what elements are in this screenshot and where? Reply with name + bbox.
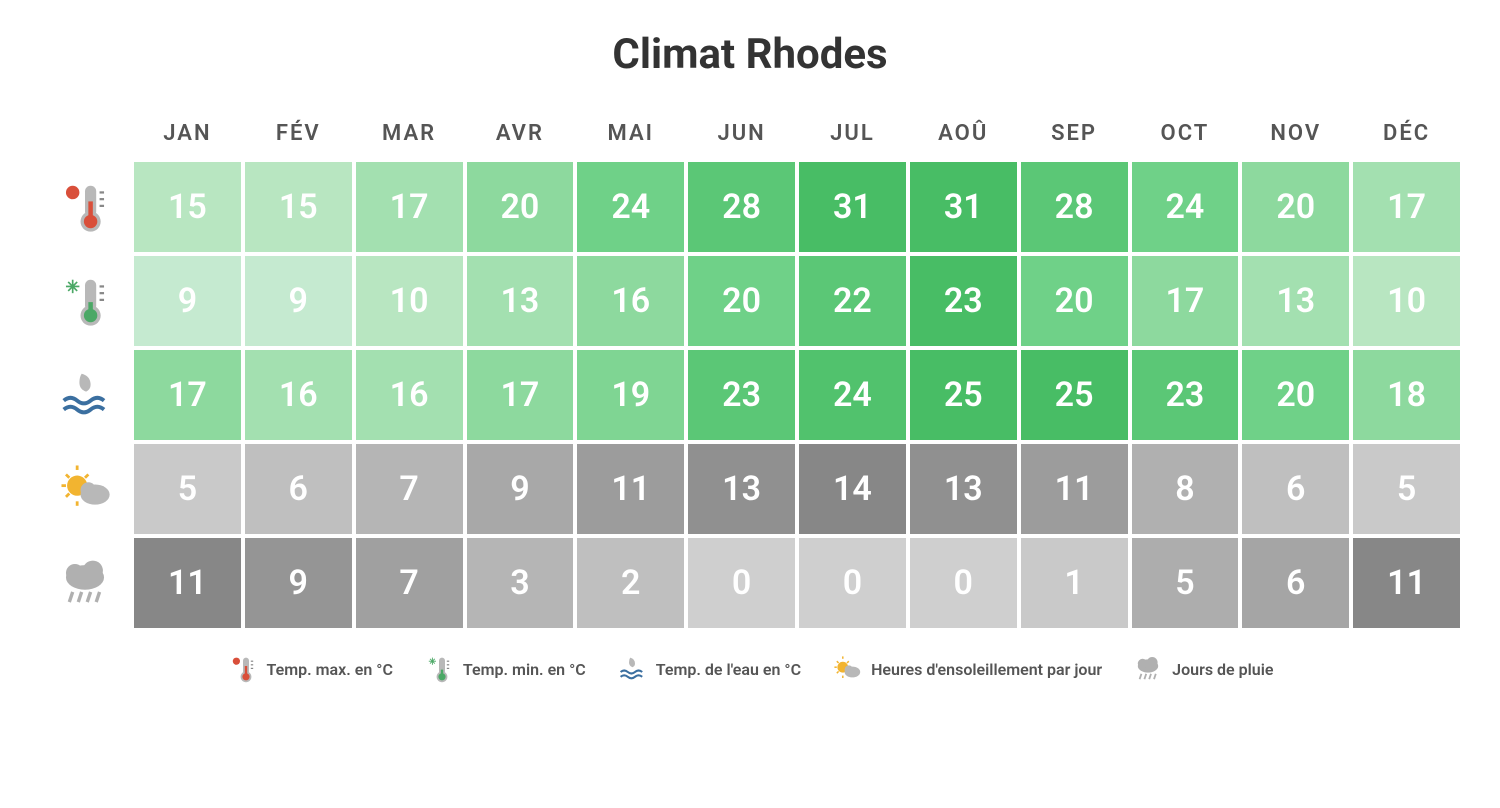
data-cell: 31 — [910, 162, 1017, 252]
month-header: JUL — [799, 109, 906, 158]
data-cell: 10 — [356, 256, 463, 346]
page-title: Climat Rhodes — [30, 30, 1470, 79]
data-cell: 9 — [245, 256, 352, 346]
data-cell: 6 — [245, 444, 352, 534]
month-header: AOÛ — [910, 109, 1017, 158]
data-cell: 13 — [467, 256, 574, 346]
thermometer-cold-icon — [423, 653, 455, 685]
data-cell: 9 — [134, 256, 241, 346]
data-cell: 20 — [688, 256, 795, 346]
data-cell: 23 — [1132, 350, 1239, 440]
rain-cloud-icon — [1132, 653, 1164, 685]
legend-label: Temp. de l'eau en °C — [656, 660, 801, 679]
data-cell: 24 — [1132, 162, 1239, 252]
data-cell: 7 — [356, 538, 463, 628]
thermometer-hot-icon — [227, 653, 259, 685]
data-cell: 18 — [1353, 350, 1460, 440]
data-cell: 5 — [1353, 444, 1460, 534]
data-cell: 20 — [1242, 162, 1349, 252]
data-cell: 20 — [1021, 256, 1128, 346]
month-header: NOV — [1242, 109, 1349, 158]
data-cell: 22 — [799, 256, 906, 346]
data-cell: 31 — [799, 162, 906, 252]
water-waves-icon — [40, 350, 130, 440]
data-cell: 3 — [467, 538, 574, 628]
data-cell: 15 — [134, 162, 241, 252]
data-cell: 9 — [467, 444, 574, 534]
data-cell: 17 — [1132, 256, 1239, 346]
legend-item: Temp. de l'eau en °C — [616, 653, 801, 685]
data-cell: 8 — [1132, 444, 1239, 534]
thermometer-hot-icon — [40, 162, 130, 252]
sun-cloud-icon — [40, 444, 130, 534]
data-cell: 17 — [1353, 162, 1460, 252]
data-cell: 16 — [356, 350, 463, 440]
data-cell: 19 — [577, 350, 684, 440]
legend-item: Jours de pluie — [1132, 653, 1273, 685]
month-header: MAR — [356, 109, 463, 158]
data-cell: 20 — [467, 162, 574, 252]
climate-table: JANFÉVMARAVRMAIJUNJULAOÛSEPOCTNOVDÉC 151… — [40, 109, 1460, 628]
data-cell: 0 — [799, 538, 906, 628]
water-waves-icon — [616, 653, 648, 685]
data-cell: 16 — [245, 350, 352, 440]
data-cell: 6 — [1242, 538, 1349, 628]
data-cell: 25 — [1021, 350, 1128, 440]
data-cell: 16 — [577, 256, 684, 346]
data-cell: 13 — [688, 444, 795, 534]
data-cell: 1 — [1021, 538, 1128, 628]
data-cell: 6 — [1242, 444, 1349, 534]
month-header: JAN — [134, 109, 241, 158]
data-cell: 24 — [799, 350, 906, 440]
legend-label: Jours de pluie — [1172, 660, 1273, 679]
data-cell: 25 — [910, 350, 1017, 440]
data-cell: 0 — [688, 538, 795, 628]
month-header: MAI — [577, 109, 684, 158]
data-cell: 13 — [910, 444, 1017, 534]
data-cell: 23 — [910, 256, 1017, 346]
data-cell: 28 — [688, 162, 795, 252]
legend-item: Temp. max. en °C — [227, 653, 393, 685]
data-cell: 11 — [134, 538, 241, 628]
data-cell: 13 — [1242, 256, 1349, 346]
legend: Temp. max. en °C Temp. min. en °C Temp. … — [30, 653, 1470, 685]
data-cell: 23 — [688, 350, 795, 440]
month-header: JUN — [688, 109, 795, 158]
month-header: FÉV — [245, 109, 352, 158]
month-header: OCT — [1132, 109, 1239, 158]
data-cell: 10 — [1353, 256, 1460, 346]
sun-cloud-icon — [831, 653, 863, 685]
legend-label: Temp. max. en °C — [267, 660, 393, 679]
data-cell: 24 — [577, 162, 684, 252]
legend-item: Heures d'ensoleillement par jour — [831, 653, 1102, 685]
data-cell: 11 — [1353, 538, 1460, 628]
data-cell: 2 — [577, 538, 684, 628]
data-cell: 14 — [799, 444, 906, 534]
data-cell: 17 — [467, 350, 574, 440]
data-cell: 5 — [134, 444, 241, 534]
thermometer-cold-icon — [40, 256, 130, 346]
data-cell: 11 — [577, 444, 684, 534]
data-cell: 7 — [356, 444, 463, 534]
data-cell: 15 — [245, 162, 352, 252]
data-cell: 9 — [245, 538, 352, 628]
legend-label: Temp. min. en °C — [463, 660, 586, 679]
data-cell: 17 — [134, 350, 241, 440]
data-cell: 17 — [356, 162, 463, 252]
data-cell: 28 — [1021, 162, 1128, 252]
data-cell: 5 — [1132, 538, 1239, 628]
month-header: SEP — [1021, 109, 1128, 158]
data-cell: 0 — [910, 538, 1017, 628]
rain-cloud-icon — [40, 538, 130, 628]
month-header: AVR — [467, 109, 574, 158]
data-cell: 20 — [1242, 350, 1349, 440]
legend-item: Temp. min. en °C — [423, 653, 586, 685]
data-cell: 11 — [1021, 444, 1128, 534]
legend-label: Heures d'ensoleillement par jour — [871, 660, 1102, 679]
month-header: DÉC — [1353, 109, 1460, 158]
